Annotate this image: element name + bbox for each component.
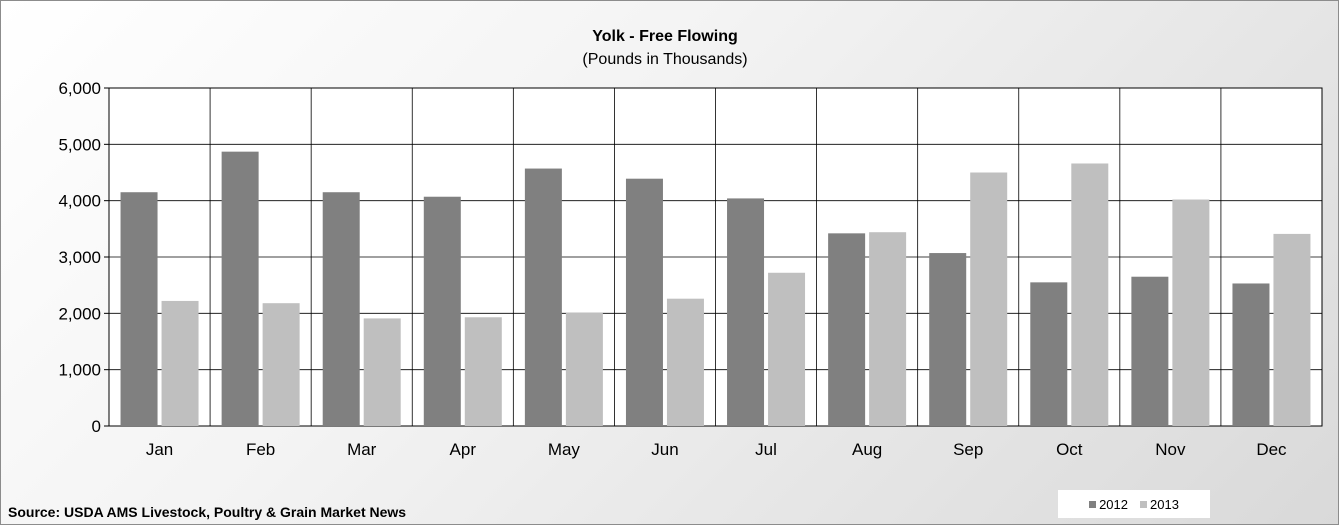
bar-2012-sep (929, 253, 967, 426)
bar-2012-aug (828, 233, 866, 426)
x-tick-label: May (548, 440, 581, 459)
y-tick-label: 6,000 (58, 79, 101, 98)
y-tick-label: 4,000 (58, 192, 101, 211)
bar-2013-sep (970, 172, 1008, 426)
bar-2012-oct (1030, 282, 1068, 426)
x-tick-label: Jul (755, 440, 777, 459)
x-tick-label: Sep (953, 440, 983, 459)
bar-2013-jul (768, 272, 806, 426)
y-tick-label: 5,000 (58, 135, 101, 154)
x-tick-label: Apr (450, 440, 477, 459)
x-tick-label: Feb (246, 440, 275, 459)
bar-2012-jul (727, 198, 765, 426)
x-tick-label: Aug (852, 440, 882, 459)
legend-swatch-2013 (1140, 500, 1147, 508)
bar-2013-jun (666, 298, 704, 426)
legend-label-2012: 2012 (1099, 496, 1128, 512)
x-tick-label: Nov (1155, 440, 1186, 459)
bar-2012-feb (221, 151, 259, 426)
bar-2012-may (524, 168, 562, 426)
bar-2012-dec (1232, 283, 1270, 426)
bar-2012-jan (120, 192, 158, 426)
bar-2013-feb (262, 303, 300, 426)
bar-2012-jun (625, 178, 663, 426)
x-tick-label: Dec (1256, 440, 1287, 459)
y-axis-ticks: 0 1,000 2,000 3,000 4,000 5,000 6,000 (58, 79, 109, 436)
y-tick-label: 3,000 (58, 248, 101, 267)
bars (120, 151, 1311, 426)
bar-2013-aug (869, 232, 907, 426)
legend: 2012 2013 (1058, 490, 1210, 518)
bar-2012-apr (423, 196, 461, 426)
bar-2013-dec (1273, 233, 1311, 426)
bar-2012-mar (322, 192, 360, 426)
x-tick-label: Jan (146, 440, 173, 459)
bar-2013-oct (1071, 163, 1109, 426)
x-tick-label: Mar (347, 440, 377, 459)
source-note: Source: USDA AMS Livestock, Poultry & Gr… (8, 504, 406, 520)
bar-2013-nov (1172, 199, 1210, 426)
y-tick-label: 1,000 (58, 361, 101, 380)
bar-2013-apr (464, 317, 502, 426)
legend-item-2013: 2013 (1140, 497, 1179, 512)
y-tick-label: 0 (92, 417, 101, 436)
x-axis-ticks: Jan Feb Mar Apr May Jun Jul Aug Sep Oct Nov Dec (146, 440, 1287, 459)
bar-2013-mar (363, 318, 401, 426)
grid-lines (109, 87, 1322, 427)
x-tick-label: Oct (1056, 440, 1083, 459)
legend-label-2013: 2013 (1150, 496, 1179, 512)
x-tick-label: Jun (651, 440, 678, 459)
chart-title: Yolk - Free Flowing (592, 28, 738, 45)
bar-2013-may (565, 312, 603, 426)
bar-2013-jan (161, 300, 199, 426)
bar-2012-nov (1131, 276, 1169, 426)
legend-swatch-2012 (1089, 500, 1097, 508)
chart-subtitle: (Pounds in Thousands) (582, 51, 747, 68)
y-tick-label: 2,000 (58, 304, 101, 323)
legend-item-2012: 2012 (1089, 497, 1128, 512)
